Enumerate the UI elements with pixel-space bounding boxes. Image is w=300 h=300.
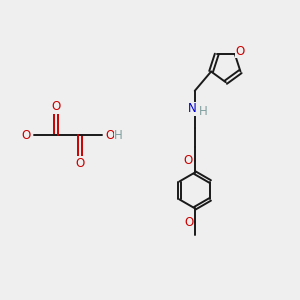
Text: O: O: [105, 129, 115, 142]
Text: O: O: [236, 45, 245, 58]
Text: N: N: [188, 102, 197, 115]
Text: O: O: [22, 129, 31, 142]
Text: H: H: [21, 129, 30, 142]
Text: O: O: [184, 154, 193, 167]
Text: H: H: [199, 105, 207, 118]
Text: O: O: [76, 157, 85, 170]
Text: O: O: [52, 100, 61, 113]
Text: O: O: [184, 216, 194, 229]
Text: H: H: [114, 129, 123, 142]
